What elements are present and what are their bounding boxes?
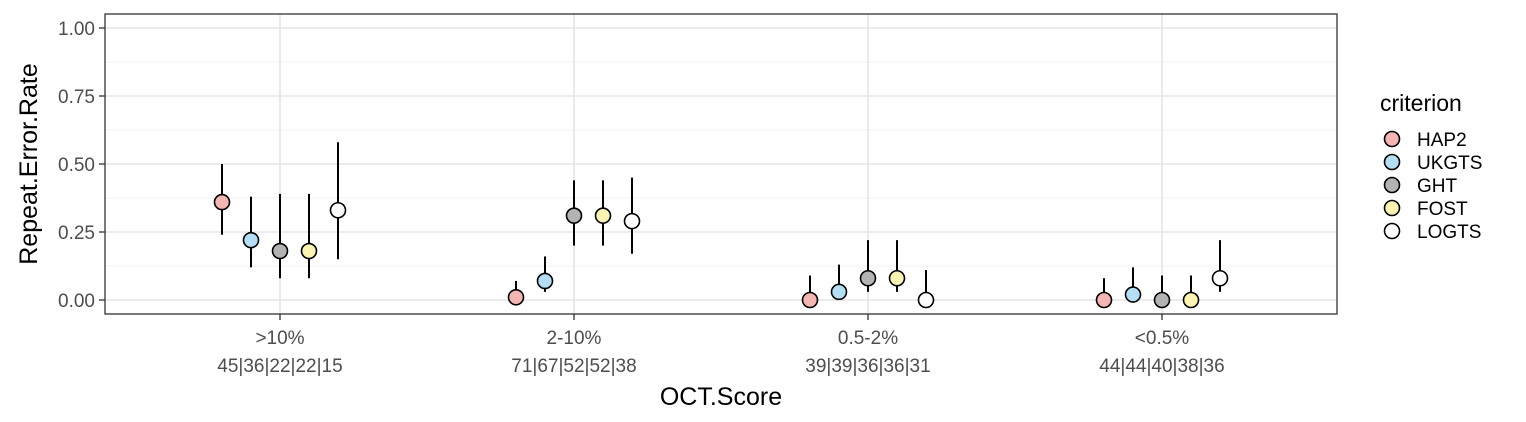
x-tick-label: >10% [255,328,304,349]
x-tick-count-label: 39|39|36|36|31 [805,356,930,377]
point-hap2 [507,288,525,306]
point-ght [859,269,877,287]
x-axis-ticks: >10% 45|36|22|22|15 2-10% 71|67|52|52|38 0.5… [217,314,1225,377]
legend-label-hap2: HAP2 [1417,130,1467,151]
grid-major [105,14,1337,314]
x-axis-title: OCT.Score [660,383,782,411]
x-tick-label: <0.5% [1135,328,1190,349]
legend-label-ght: GHT [1417,176,1458,197]
point-fost [888,269,906,287]
point-fost [300,242,318,260]
point-logts [917,291,935,309]
point-ukgts [242,231,260,249]
y-tick-label: 1.00 [58,19,95,40]
y-axis-ticks: 0.00 0.25 0.50 0.75 1.00 [58,19,105,312]
point-ukgts [1124,286,1142,303]
point-hap2 [213,193,231,211]
point-hap2 [801,291,819,309]
legend-key-hap2 [1383,130,1401,148]
data-points [213,193,1229,309]
point-fost [594,207,612,224]
y-axis-title: Repeat.Error.Rate [15,63,43,265]
x-tick-count-label: 44|44|40|38|36 [1099,356,1224,377]
point-ght [1153,291,1171,309]
point-hap2 [1095,291,1113,309]
point-ukgts [830,283,848,301]
point-logts [329,201,347,219]
x-tick-label: 0.5-2% [838,328,898,349]
legend-key-ght [1383,176,1401,194]
legend-title: criterion [1380,90,1462,116]
point-fost [1182,291,1200,309]
point-logts [1211,269,1229,287]
legend-key-ukgts [1383,153,1401,171]
point-logts [623,212,641,230]
y-tick-label: 0.50 [58,155,95,176]
point-ght [565,207,583,224]
grid-minor [105,61,1337,267]
x-tick-count-label: 71|67|52|52|38 [511,356,636,377]
y-tick-label: 0.00 [58,291,95,312]
legend-label-fost: FOST [1417,199,1468,220]
x-tick-label: 2-10% [547,328,602,349]
y-tick-label: 0.75 [58,87,95,108]
y-tick-label: 0.25 [58,223,95,244]
legend-label-logts: LOGTS [1417,222,1481,243]
legend-label-ukgts: UKGTS [1417,153,1482,174]
legend-key-logts [1383,222,1401,240]
legend-key-fost [1383,199,1401,217]
x-tick-count-label: 45|36|22|22|15 [217,356,342,377]
point-ukgts [536,272,554,290]
point-ght [271,242,289,260]
